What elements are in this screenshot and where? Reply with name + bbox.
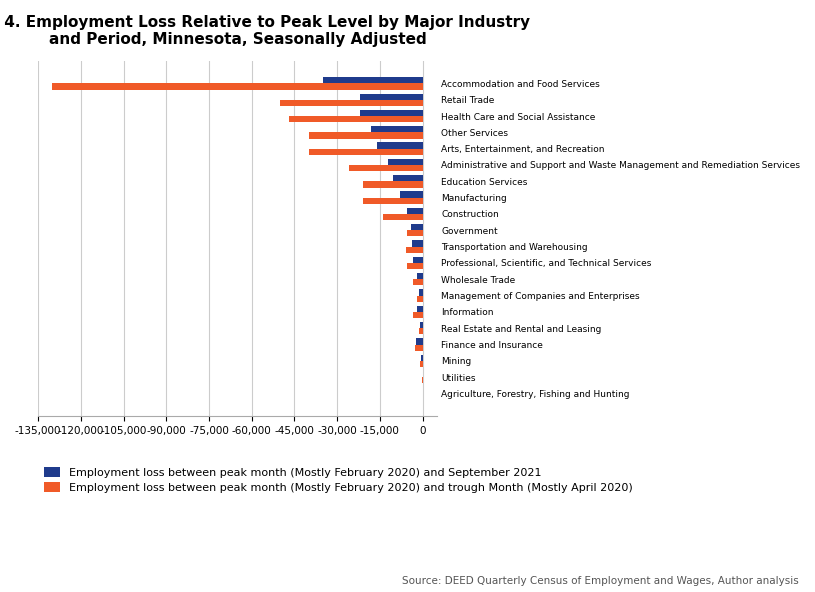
Bar <box>363 198 423 204</box>
Bar <box>52 83 423 89</box>
Bar <box>360 94 423 99</box>
Text: Source: DEED Quarterly Census of Employment and Wages, Author analysis: Source: DEED Quarterly Census of Employm… <box>402 576 799 586</box>
Bar <box>419 289 423 295</box>
Bar <box>309 133 423 139</box>
Bar <box>407 230 423 236</box>
Bar <box>413 312 423 318</box>
Bar <box>389 159 423 165</box>
Bar <box>416 338 423 345</box>
Bar <box>421 355 423 361</box>
Bar <box>419 328 423 334</box>
Bar <box>415 345 423 350</box>
Bar <box>407 263 423 269</box>
Bar <box>416 305 423 312</box>
Bar <box>417 273 423 279</box>
Bar <box>406 247 423 253</box>
Bar <box>280 99 423 106</box>
Bar <box>400 191 423 198</box>
Title: Figure 4. Employment Loss Relative to Peak Level by Major Industry
and Period, M: Figure 4. Employment Loss Relative to Pe… <box>0 15 531 47</box>
Bar <box>407 208 423 214</box>
Bar <box>420 322 423 328</box>
Bar <box>323 77 423 83</box>
Bar <box>393 175 423 181</box>
Bar <box>417 295 423 302</box>
Bar <box>413 279 423 285</box>
Bar <box>309 149 423 155</box>
Bar <box>360 110 423 116</box>
Bar <box>412 257 423 263</box>
Bar <box>411 224 423 230</box>
Bar <box>363 181 423 188</box>
Bar <box>377 143 423 149</box>
Bar <box>412 240 423 247</box>
Bar <box>289 116 423 122</box>
Legend: Employment loss between peak month (Mostly February 2020) and September 2021, Em: Employment loss between peak month (Most… <box>44 468 633 493</box>
Bar <box>349 165 423 171</box>
Bar <box>372 126 423 133</box>
Bar <box>420 361 423 367</box>
Bar <box>383 214 423 220</box>
